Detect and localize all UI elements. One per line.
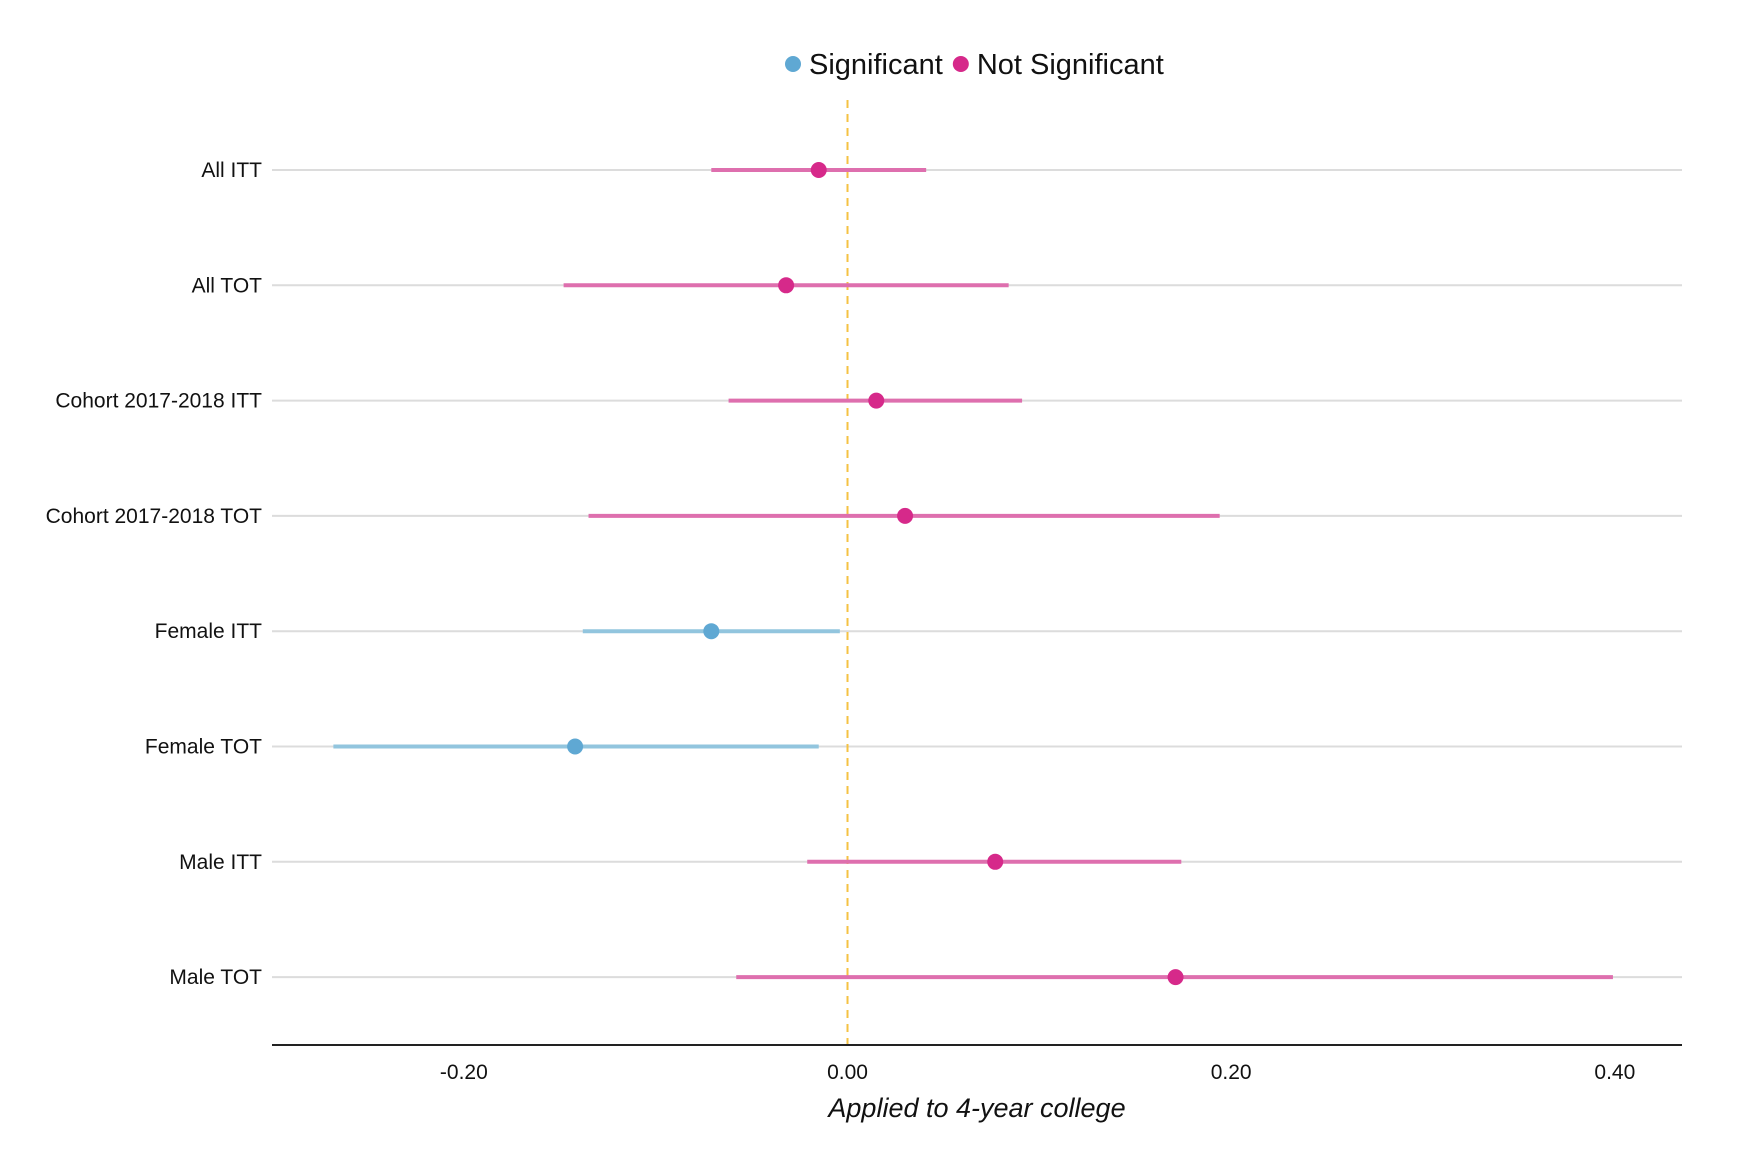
point-estimate	[703, 623, 720, 640]
x-tick-label: 0.00	[827, 1061, 868, 1084]
category-label: Cohort 2017-2018 ITT	[55, 390, 262, 413]
point-estimate	[778, 277, 795, 294]
legend-label: Significant	[809, 49, 943, 81]
category-label: Male ITT	[179, 851, 262, 874]
category-label: Female ITT	[155, 620, 263, 643]
category-label: All ITT	[201, 159, 262, 182]
category-label: Female TOT	[145, 736, 262, 759]
point-estimate	[987, 853, 1004, 870]
point-estimate	[897, 507, 914, 524]
x-tick-label: 0.40	[1594, 1061, 1635, 1084]
x-axis-title: Applied to 4-year college	[826, 1093, 1125, 1123]
category-label: Cohort 2017-2018 TOT	[46, 505, 263, 528]
point-estimate	[1167, 969, 1184, 986]
legend-label: Not Significant	[977, 49, 1164, 81]
legend-marker	[952, 56, 969, 72]
point-estimate	[567, 738, 584, 755]
legend-marker	[785, 56, 801, 72]
x-tick-label: -0.20	[440, 1061, 488, 1084]
point-estimate	[810, 162, 827, 178]
category-label: All TOT	[192, 274, 263, 297]
category-label: Male TOT	[169, 966, 262, 989]
x-tick-label: 0.20	[1211, 1061, 1252, 1084]
point-estimate	[868, 392, 885, 409]
